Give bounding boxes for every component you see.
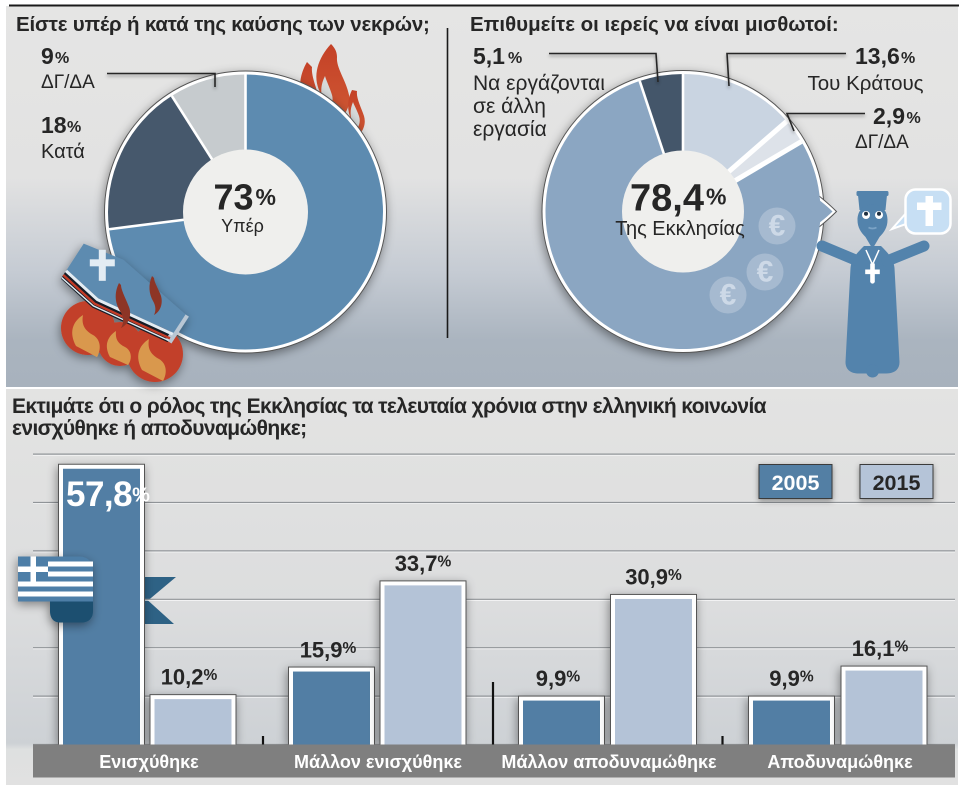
svg-text:Να εργάζονται: Να εργάζονται — [473, 72, 605, 95]
svg-text:Αποδυναμώθηκε: Αποδυναμώθηκε — [767, 752, 913, 772]
svg-text:Μάλλον αποδυναμώθηκε: Μάλλον αποδυναμώθηκε — [501, 752, 717, 772]
svg-text:30,9%: 30,9% — [625, 565, 682, 590]
svg-text:€: € — [757, 256, 774, 289]
svg-text:Είστε υπέρ ή κατά της καύσης τ: Είστε υπέρ ή κατά της καύσης των νεκρών; — [16, 13, 430, 36]
svg-text:73: 73 — [213, 177, 253, 218]
svg-text:Υπέρ: Υπέρ — [221, 216, 264, 236]
svg-text:78,4: 78,4 — [630, 178, 704, 220]
svg-text:Της Εκκλησίας: Της Εκκλησίας — [615, 218, 745, 240]
svg-text:18: 18 — [41, 112, 67, 138]
svg-text:Μάλλον ενισχύθηκε: Μάλλον ενισχύθηκε — [294, 752, 462, 772]
svg-text:Κατά: Κατά — [41, 141, 85, 163]
svg-text:ενισχύθηκε ή αποδυναμώθηκε;: ενισχύθηκε ή αποδυναμώθηκε; — [12, 417, 307, 440]
svg-text:€: € — [720, 279, 737, 312]
svg-text:2005: 2005 — [772, 471, 820, 495]
svg-text:%: % — [256, 184, 276, 210]
svg-text:%: % — [901, 50, 915, 67]
svg-text:13,6: 13,6 — [855, 43, 900, 69]
svg-text:Του Κράτους: Του Κράτους — [808, 72, 924, 95]
svg-text:%: % — [55, 50, 69, 67]
svg-text:Ενισχύθηκε: Ενισχύθηκε — [99, 752, 199, 772]
svg-text:%: % — [67, 119, 81, 136]
svg-text:€: € — [769, 210, 786, 243]
svg-text:9: 9 — [41, 43, 54, 69]
svg-text:ΔΓ/ΔΑ: ΔΓ/ΔΑ — [855, 132, 909, 153]
svg-text:εργασία: εργασία — [473, 118, 547, 141]
svg-text:%: % — [508, 50, 522, 67]
svg-text:5,1: 5,1 — [473, 43, 505, 69]
svg-text:Εκτιμάτε ότι ο ρόλος της Εκκλη: Εκτιμάτε ότι ο ρόλος της Εκκλησίας τα τε… — [12, 395, 767, 418]
svg-text:2,9: 2,9 — [873, 103, 905, 129]
svg-text:%: % — [706, 184, 726, 210]
svg-text:2015: 2015 — [873, 471, 921, 495]
svg-text:Επιθυμείτε οι ιερείς να είναι: Επιθυμείτε οι ιερείς να είναι μισθωτοί: — [470, 13, 839, 36]
svg-text:ΔΓ/ΔΑ: ΔΓ/ΔΑ — [41, 72, 95, 93]
svg-text:σε άλλη: σε άλλη — [473, 95, 546, 118]
svg-text:%: % — [907, 110, 921, 127]
